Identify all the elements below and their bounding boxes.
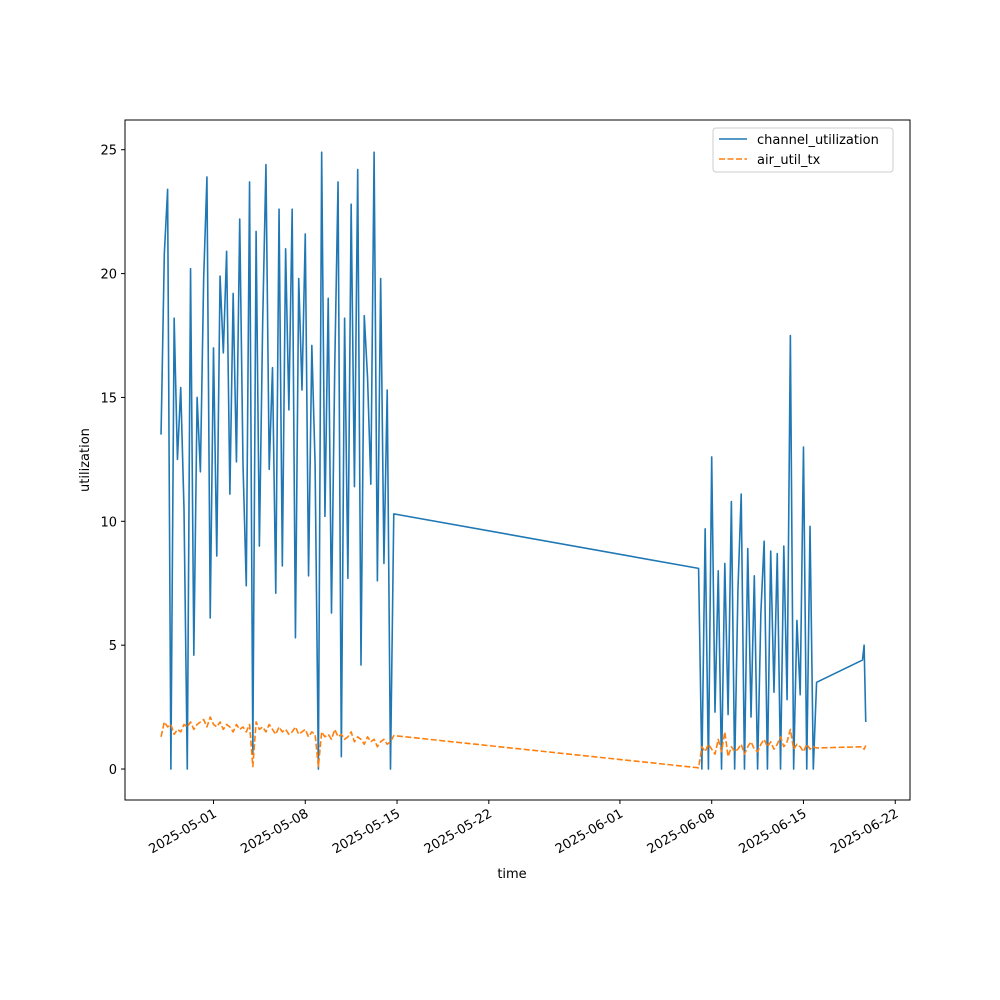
plot-frame (124, 119, 911, 801)
x-tick-label: 2025-06-01 (553, 806, 626, 857)
x-tick-label: 2025-05-01 (147, 806, 220, 857)
series-line (160, 151, 867, 770)
x-tick-label: 2025-06-15 (737, 806, 810, 857)
y-tick-label: 10 (100, 515, 117, 530)
y-tick-label: 5 (109, 639, 117, 654)
y-tick-label: 20 (100, 268, 117, 283)
x-tick-label: 2025-05-22 (422, 806, 495, 857)
legend-box (712, 127, 894, 173)
series-line (160, 716, 867, 769)
y-tick-label: 0 (109, 763, 117, 778)
y-tick-label: 15 (100, 391, 117, 406)
x-tick-label: 2025-05-08 (238, 806, 311, 857)
legend-label: channel_utilization (757, 133, 879, 148)
legend: channel_utilization air_util_tx (712, 127, 894, 173)
x-tick-label: 2025-06-22 (828, 806, 901, 857)
y-axis-label: utilization (78, 428, 93, 492)
y-tick-label: 25 (100, 144, 117, 159)
x-tick-label: 2025-05-15 (330, 806, 403, 857)
legend-label: air_util_tx (757, 153, 821, 168)
x-tick-label: 2025-06-08 (645, 806, 718, 857)
x-axis-label: time (497, 867, 526, 882)
